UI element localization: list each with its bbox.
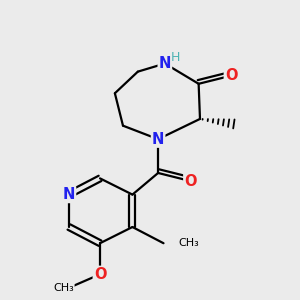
- Text: N: N: [159, 56, 171, 71]
- Text: O: O: [184, 174, 197, 189]
- Text: CH₃: CH₃: [53, 283, 74, 293]
- Text: N: N: [63, 187, 75, 202]
- Text: H: H: [170, 51, 180, 64]
- Text: O: O: [225, 68, 237, 83]
- Text: CH₃: CH₃: [178, 238, 199, 248]
- Text: N: N: [152, 132, 164, 147]
- Text: O: O: [94, 267, 106, 282]
